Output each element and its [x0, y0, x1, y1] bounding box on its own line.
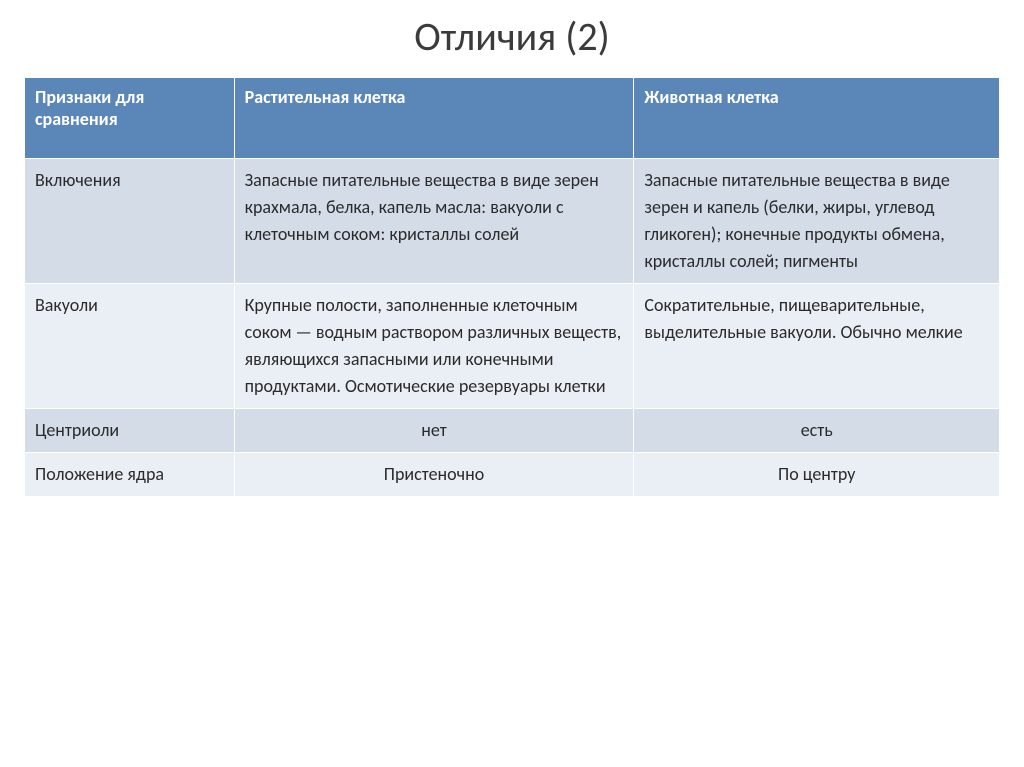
table-cell: По центру [634, 453, 1000, 497]
table-row: Положение ядра Пристеночно По центру [25, 453, 1000, 497]
table-cell: Вакуоли [25, 284, 235, 409]
slide-container: Отличия (2) Признаки для сравнения Расти… [0, 0, 1024, 767]
table-row: Вакуоли Крупные полости, заполненные кле… [25, 284, 1000, 409]
table-header-cell: Признаки для сравнения [25, 78, 235, 159]
table-cell: нет [234, 409, 634, 453]
table-cell: Запасные питательные вещества в виде зер… [634, 159, 1000, 284]
table-cell: Положение ядра [25, 453, 235, 497]
table-cell: есть [634, 409, 1000, 453]
table-row: Центриоли нет есть [25, 409, 1000, 453]
table-cell: Крупные полости, заполненные клеточным с… [234, 284, 634, 409]
table-body: Включения Запасные питательные вещества … [25, 159, 1000, 497]
table-header-cell: Животная клетка [634, 78, 1000, 159]
table-cell: Сократительные, пищеварительные, выделит… [634, 284, 1000, 409]
table-row: Включения Запасные питательные вещества … [25, 159, 1000, 284]
comparison-table: Признаки для сравнения Растительная клет… [24, 77, 1000, 497]
table-cell: Центриоли [25, 409, 235, 453]
table-cell: Включения [25, 159, 235, 284]
table-cell: Пристеночно [234, 453, 634, 497]
table-header-row: Признаки для сравнения Растительная клет… [25, 78, 1000, 159]
table-header-cell: Растительная клетка [234, 78, 634, 159]
table-cell: Запасные питательные вещества в виде зер… [234, 159, 634, 284]
table-head: Признаки для сравнения Растительная клет… [25, 78, 1000, 159]
slide-title: Отличия (2) [24, 12, 1000, 61]
